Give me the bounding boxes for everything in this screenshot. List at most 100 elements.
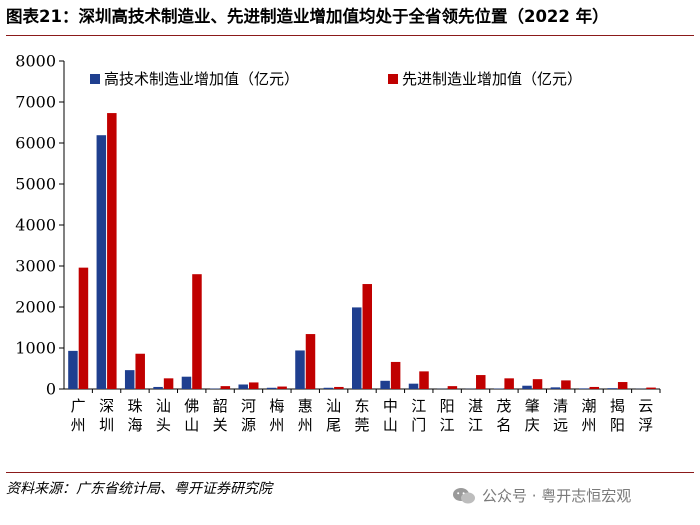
bar-advanced-惠州 [305, 334, 316, 389]
bar-high-tech-珠海 [124, 370, 135, 389]
x-tick-label: 阳 [440, 397, 455, 415]
x-tick-label: 佛 [184, 397, 199, 415]
y-tick-label: 8000 [15, 52, 56, 71]
bar-high-tech-揭阳 [607, 388, 617, 389]
x-tick-label: 惠 [298, 397, 313, 415]
y-tick-label: 0 [46, 380, 56, 399]
y-tick-label: 7000 [15, 93, 56, 112]
x-tick-label: 浮 [638, 416, 653, 434]
x-tick-label: 肇 [525, 397, 540, 415]
x-tick-label: 关 [213, 416, 228, 434]
chart-axes: 0 1000 2000 3000 4000 5000 6000 7000 8000 [15, 52, 661, 399]
x-tick-label: 江 [440, 416, 455, 434]
chart-legend: 高技术制造业增加值（亿元） 先进制造业增加值（亿元） [90, 70, 582, 88]
wechat-icon [453, 487, 475, 503]
bar-advanced-珠海 [135, 353, 145, 389]
bar-advanced-云浮 [646, 387, 656, 389]
bar-advanced-揭阳 [617, 382, 628, 389]
x-tick-label: 揭 [610, 397, 625, 415]
x-tick-label: 庆 [525, 416, 540, 434]
y-tick-label: 6000 [15, 134, 56, 153]
bar-advanced-韶关 [220, 386, 231, 389]
bar-advanced-深圳 [107, 113, 117, 389]
bar-high-tech-汕头 [153, 386, 163, 389]
legend-swatch [90, 74, 100, 84]
x-tick-label: 海 [127, 416, 142, 434]
x-tick-label: 阳 [610, 416, 625, 434]
x-tick-label: 清 [553, 397, 568, 415]
bar-advanced-潮州 [589, 386, 600, 389]
bar-advanced-河源 [248, 382, 259, 389]
bar-advanced-清远 [561, 380, 571, 389]
x-tick-label: 源 [241, 416, 256, 434]
bar-high-tech-梅州 [266, 387, 277, 389]
bar-advanced-东莞 [362, 284, 372, 389]
x-tick-label: 州 [71, 416, 86, 434]
x-tick-label: 广 [71, 397, 86, 415]
y-tick-label: 5000 [15, 175, 56, 194]
bar-high-tech-深圳 [96, 135, 107, 389]
bar-advanced-佛山 [192, 274, 202, 389]
x-tick-label: 中 [383, 397, 398, 415]
x-tick-label: 江 [411, 397, 426, 415]
x-tick-label: 州 [298, 416, 313, 434]
x-tick-label: 潮 [582, 397, 597, 415]
x-tick-label: 梅 [269, 397, 284, 415]
bar-advanced-汕头 [163, 378, 174, 389]
figure-title: 图表21：深圳高技术制造业、先进制造业增加值均处于全省领先位置（2022 年） [6, 7, 609, 26]
watermark-text: 公众号 · 粤开志恒宏观 [482, 487, 632, 505]
watermark: 公众号 · 粤开志恒宏观 [452, 485, 631, 506]
bar-advanced-广州 [78, 267, 89, 389]
bar-high-tech-东莞 [352, 307, 362, 389]
chart-bars [68, 113, 656, 389]
bar-high-tech-惠州 [295, 350, 305, 389]
bar-high-tech-肇庆 [522, 385, 532, 389]
x-tick-label: 东 [354, 397, 369, 415]
legend-swatch [388, 74, 398, 84]
bar-advanced-梅州 [277, 386, 287, 389]
bar-advanced-湛江 [476, 375, 486, 389]
bar-high-tech-汕尾 [323, 387, 334, 389]
x-tick-label: 汕 [326, 397, 341, 415]
x-tick-label: 茂 [496, 397, 511, 415]
x-tick-label: 圳 [99, 416, 114, 434]
legend-label: 高技术制造业增加值（亿元） [104, 70, 299, 88]
bar-advanced-茂名 [504, 378, 514, 389]
x-tick-label: 湛 [468, 397, 483, 415]
bar-advanced-肇庆 [532, 379, 543, 389]
x-tick-label: 州 [582, 416, 597, 434]
x-tick-label: 远 [553, 416, 568, 434]
x-tick-label: 莞 [354, 416, 369, 434]
title-rule [6, 35, 694, 36]
source-rule [6, 472, 694, 473]
bar-advanced-阳江 [447, 386, 458, 389]
x-tick-label: 珠 [127, 397, 142, 415]
bar-high-tech-广州 [68, 350, 78, 389]
source-note: 资料来源：广东省统计局、粤开证券研究院 [6, 481, 272, 497]
bar-high-tech-潮州 [579, 388, 589, 389]
x-tick-labels: 广州深圳珠海汕头佛山韶关河源梅州惠州汕尾东莞中山江门阳江湛江茂名肇庆清远潮州揭阳… [71, 397, 654, 434]
bar-advanced-中山 [390, 361, 401, 389]
x-tick-label: 河 [241, 397, 256, 415]
x-tick-label: 云 [638, 397, 653, 415]
bar-high-tech-佛山 [181, 376, 192, 389]
legend-label: 先进制造业增加值（亿元） [402, 70, 582, 88]
y-tick-label: 4000 [15, 216, 56, 235]
y-tick-label: 2000 [15, 298, 56, 317]
x-tick-label: 山 [383, 416, 398, 434]
x-tick-label: 汕 [156, 397, 171, 415]
x-tick-label: 韶 [213, 397, 228, 415]
y-tick-label: 1000 [15, 339, 56, 358]
x-tick-label: 山 [184, 416, 199, 434]
x-tick-label: 尾 [326, 416, 341, 434]
x-tick-label: 头 [156, 416, 171, 434]
bar-advanced-汕尾 [334, 386, 344, 389]
x-tick-label: 名 [496, 416, 511, 434]
x-tick-label: 江 [468, 416, 483, 434]
x-tick-label: 深 [99, 397, 114, 415]
y-tick-label: 3000 [15, 257, 56, 276]
bar-high-tech-清远 [550, 387, 561, 389]
bar-high-tech-江门 [408, 383, 419, 389]
bar-high-tech-中山 [380, 380, 390, 389]
